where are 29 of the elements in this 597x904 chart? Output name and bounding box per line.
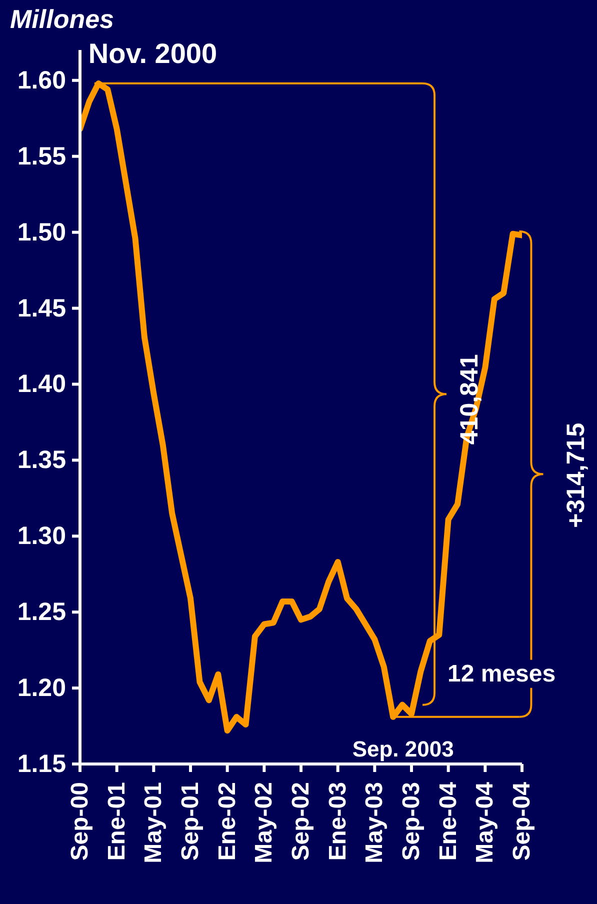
- y-tick-label: 1.45: [17, 294, 66, 322]
- y-tick-label: 1.60: [17, 66, 66, 94]
- x-tick-label: Sep-00: [66, 782, 94, 861]
- x-tick-label: May-01: [140, 782, 168, 864]
- x-tick-label: Sep-01: [177, 782, 204, 861]
- x-tick-label: May-02: [250, 782, 278, 864]
- y-axis-title: Millones: [10, 4, 114, 34]
- x-tick-label: Ene-04: [434, 781, 462, 861]
- x-tick-label: Ene-03: [324, 782, 352, 861]
- y-tick-label: 1.20: [17, 674, 66, 702]
- y-tick-label: 1.50: [17, 218, 66, 246]
- annotation: Nov. 2000: [88, 38, 218, 69]
- x-tick-label: Ene-02: [214, 782, 241, 861]
- y-tick-label: 1.35: [17, 446, 66, 474]
- annotation: Sep. 2003: [352, 736, 454, 762]
- y-tick-label: 1.55: [17, 142, 66, 170]
- annotation: 12 meses: [448, 660, 556, 688]
- x-tick-label: May-04: [472, 781, 499, 864]
- x-tick-label: Sep-04: [508, 781, 536, 861]
- x-tick-label: Sep-02: [288, 782, 314, 861]
- annotation: 410,841: [456, 354, 484, 445]
- x-tick-label: Ene-01: [103, 782, 130, 861]
- x-tick-label: Sep-03: [398, 782, 425, 861]
- y-tick-label: 1.25: [17, 598, 66, 626]
- text: +314,715: [562, 422, 590, 528]
- y-tick-label: 1.40: [17, 370, 66, 398]
- y-tick-label: 1.30: [17, 522, 66, 550]
- x-tick-label: May-03: [361, 782, 388, 864]
- y-tick-label: 1.15: [17, 750, 66, 778]
